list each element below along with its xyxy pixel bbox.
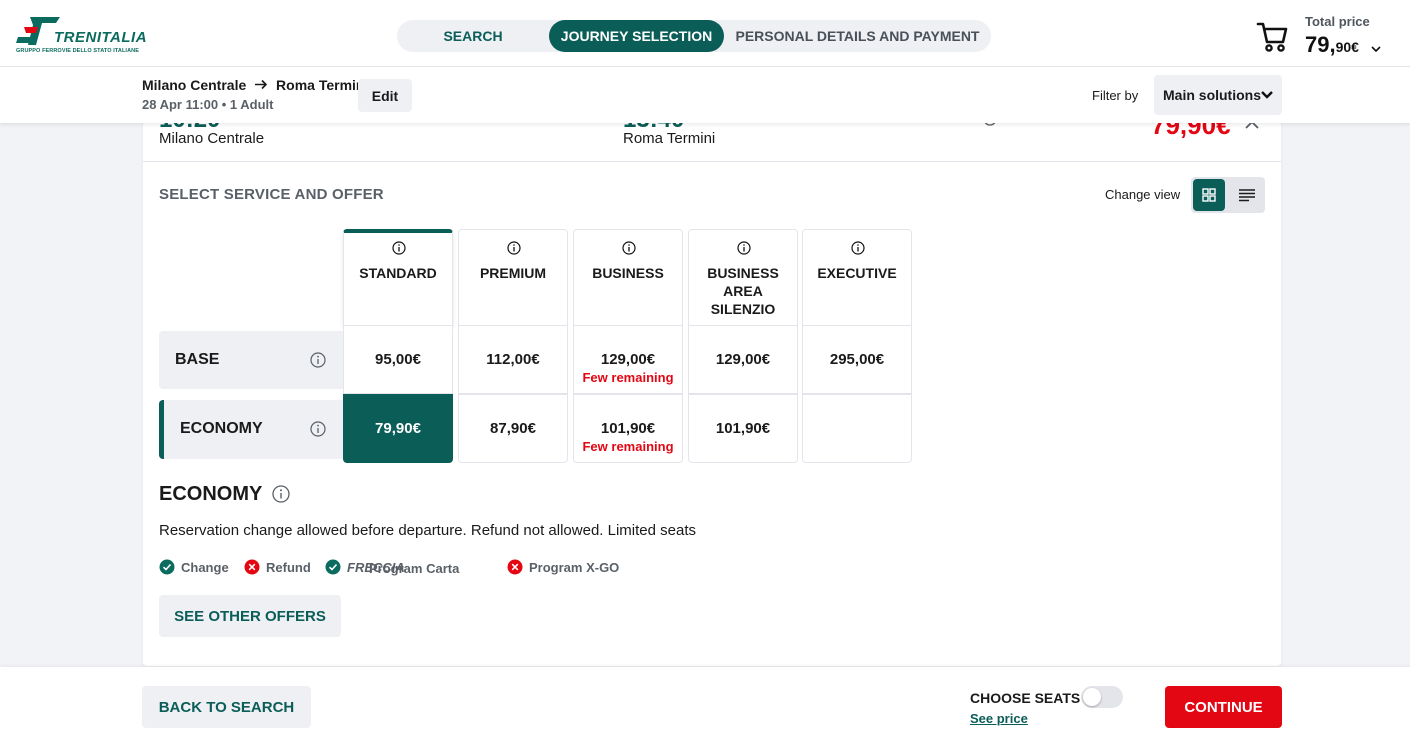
departure-station: Milano Centrale [159,130,265,147]
cart-icon[interactable] [1256,20,1288,54]
info-icon[interactable] [622,241,636,255]
feature-label: Program Carta [369,561,460,576]
feature-label-italic: FRECCIA [347,560,405,575]
info-icon[interactable] [737,241,751,255]
route-to: Roma Termini [276,77,369,93]
price-value: 101,90€ [715,420,771,437]
choose-seats-toggle[interactable] [1081,686,1123,708]
filter-select-value: Main solutions [1163,87,1261,103]
progress-steps: SEARCH JOURNEY SELECTION PERSONAL DETAIL… [397,20,991,52]
total-price-label: Total price [1305,14,1370,29]
view-toggle [1191,177,1265,213]
info-icon[interactable] [392,241,406,255]
total-price-value[interactable]: 79,90€ [1305,32,1359,58]
info-icon[interactable] [310,421,326,437]
see-price-link[interactable]: See price [970,711,1028,726]
price-cell-empty [802,394,912,463]
see-other-offers-button[interactable]: SEE OTHER OFFERS [159,595,341,637]
offer-row-economy[interactable]: ECONOMY [159,400,343,459]
divider [143,161,1281,162]
check-circle-icon [159,559,175,575]
service-header-business-area-silenzio[interactable]: BUSINESS AREA SILENZIO [688,229,798,326]
price-value: 87,90€ [490,420,536,437]
grid-view-button[interactable] [1193,179,1225,211]
price-value: 295,00€ [829,351,885,368]
footer-bar: BACK TO SEARCH CHOOSE SEATS See price CO… [0,667,1410,746]
feature-label: Change [181,560,229,575]
price-cell[interactable]: 112,00€ [458,325,568,394]
chevron-down-icon [1261,91,1273,99]
service-name: EXECUTIVE [817,265,897,281]
logo-mark-icon [16,17,60,45]
offer-row-label: ECONOMY [180,420,263,437]
info-icon[interactable] [851,241,865,255]
few-remaining-note: Few remaining [582,439,674,454]
edit-button[interactable]: Edit [358,79,412,112]
price-cell-selected[interactable]: 79,90€ [343,394,453,463]
price-value: 129,00€ [600,351,656,368]
feature-label: Refund [266,560,311,575]
top-header: TRENITALIA GRUPPO FERROVIE DELLO STATO I… [0,0,1410,67]
section-title: SELECT SERVICE AND OFFER [159,186,384,203]
service-header-standard[interactable]: STANDARD [343,229,453,326]
filter-select[interactable]: Main solutions [1154,75,1282,115]
price-cell[interactable]: 95,00€ [343,325,453,394]
price-cell[interactable]: 295,00€ [802,325,912,394]
grid-view-icon [1202,188,1216,202]
journey-card: 10:20 Milano Centrale 13:40 Roma Termini… [143,100,1281,666]
service-name: BUSINESS [592,265,664,281]
step-personal-details[interactable]: PERSONAL DETAILS AND PAYMENT [735,28,980,44]
back-to-search-button[interactable]: BACK TO SEARCH [142,686,311,728]
trenitalia-logo[interactable]: TRENITALIA GRUPPO FERROVIE DELLO STATO I… [16,15,148,57]
service-header-business[interactable]: BUSINESS [573,229,683,326]
price-value: 101,90€ [600,420,656,437]
price-cell[interactable]: 101,90€ [688,394,798,463]
few-remaining-note: Few remaining [582,370,674,385]
offer-row-label: BASE [175,351,220,368]
service-name: BUSINESS AREA SILENZIO [707,265,779,317]
list-view-button[interactable] [1231,179,1263,211]
price-value: 95,00€ [375,351,421,368]
service-name: STANDARD [359,265,437,281]
info-icon[interactable] [507,241,521,255]
total-price-decimal: 90€ [1335,39,1359,55]
filter-label: Filter by [1092,88,1139,103]
offer-title: ECONOMY [159,483,263,505]
step-search[interactable]: SEARCH [443,28,503,44]
check-circle-icon [325,559,341,575]
price-value: 129,00€ [715,351,771,368]
x-circle-icon [507,559,523,575]
service-header-executive[interactable]: EXECUTIVE [802,229,912,326]
step-journey-selection[interactable]: JOURNEY SELECTION [549,20,724,52]
continue-button[interactable]: CONTINUE [1165,686,1282,728]
route-from: Milano Centrale [142,77,247,93]
offer-row-base[interactable]: BASE [159,331,343,389]
logo-brand-text: TRENITALIA [54,29,148,46]
service-name: PREMIUM [479,265,547,281]
list-view-icon [1239,189,1255,202]
price-cell[interactable]: 101,90€ Few remaining [573,394,683,463]
price-cell[interactable]: 87,90€ [458,394,568,463]
price-value: 112,00€ [486,351,540,368]
info-icon[interactable] [310,352,326,368]
price-cell[interactable]: 129,00€ Few remaining [573,325,683,394]
x-circle-icon [244,559,260,575]
choose-seats-label: CHOOSE SEATS [970,690,1081,706]
price-cell[interactable]: 129,00€ [688,325,798,394]
route-summary: Milano Centrale Roma Termini [142,77,368,93]
arrival-station: Roma Termini [623,130,716,147]
journey-summary-bar: Milano Centrale Roma Termini 28 Apr 11:0… [0,67,1410,123]
offer-description: Reservation change allowed before depart… [159,522,696,539]
chevron-down-icon[interactable] [1370,44,1382,54]
arrow-right-icon [255,79,268,90]
info-icon[interactable] [272,485,290,503]
logo-subtitle: GRUPPO FERROVIE DELLO STATO ITALIANE [16,48,139,54]
price-value: 79,90€ [375,420,421,437]
route-meta: 28 Apr 11:00 • 1 Adult [142,97,274,112]
toggle-knob [1083,688,1101,706]
total-price-integer: 79, [1305,32,1336,57]
feature-label: Program X-GO [529,560,620,575]
service-header-premium[interactable]: PREMIUM [458,229,568,326]
change-view-label: Change view [1105,187,1181,202]
